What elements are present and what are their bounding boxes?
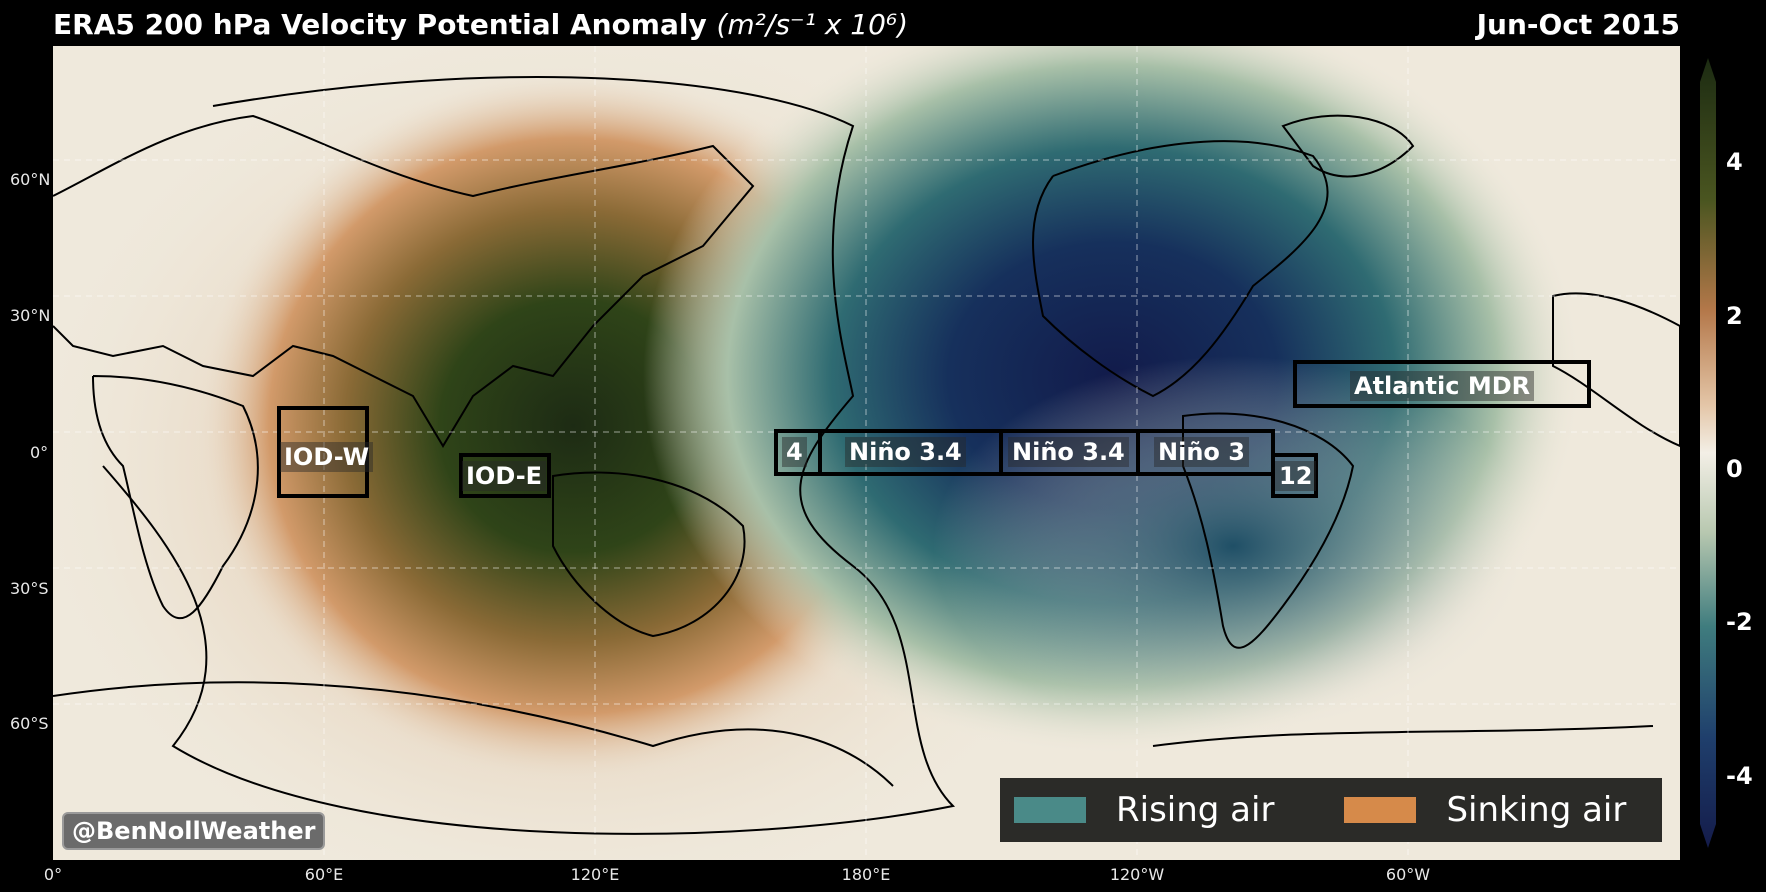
rising-air-swatch [1014, 797, 1086, 823]
graticule [53, 46, 1680, 860]
colorbar-tick-neg2: -2 [1726, 608, 1753, 636]
coastlines [53, 76, 1680, 835]
lat-label-0: 0° [30, 443, 49, 462]
colorbar-tick-neg4: -4 [1726, 762, 1753, 790]
map-panel [53, 46, 1680, 860]
region-label-atlantic-mdr: Atlantic MDR [1350, 371, 1535, 401]
title-units: (m²/s⁻¹ x 10⁶) [716, 8, 909, 41]
sinking-air-swatch [1344, 797, 1417, 823]
region-label-nino-12: 12 [1275, 461, 1317, 491]
colorbar [1700, 58, 1716, 848]
colorbar-tick-4: 4 [1726, 148, 1743, 176]
rising-air-label: Rising air [1116, 790, 1275, 830]
lat-label-60s: 60°S [10, 714, 49, 733]
lon-label-60e: 60°E [304, 865, 344, 884]
region-label-nino-3: Niño 3 [1154, 437, 1249, 467]
region-box-atlantic-mdr [1293, 360, 1591, 408]
lon-label-120w: 120°W [1109, 865, 1165, 884]
region-box-iod-e [459, 453, 551, 498]
region-box-nino-12 [1271, 453, 1318, 498]
region-label-nino-4: 4 [782, 437, 807, 467]
anomaly-field [53, 46, 1680, 860]
map-title: ERA5 200 hPa Velocity Potential Anomaly … [53, 8, 908, 41]
region-box-nino-3 [1136, 429, 1275, 476]
lat-label-30s: 30°S [10, 579, 49, 598]
rising-south [933, 356, 1533, 736]
lon-label-0: 0° [43, 865, 63, 884]
title-text: ERA5 200 hPa Velocity Potential Anomaly [53, 8, 707, 41]
lon-label-180e: 180°E [841, 865, 891, 884]
colorbar-tick-0: 0 [1726, 455, 1743, 483]
colorbar-tick-2: 2 [1726, 302, 1743, 330]
credit-badge: @BenNollWeather [62, 812, 326, 850]
legend: Rising air Sinking air [1000, 778, 1662, 842]
region-box-iod-w [277, 406, 369, 498]
region-label-nino-34-east: Niño 3.4 [1008, 437, 1129, 467]
lat-label-60n: 60°N [10, 170, 51, 189]
lon-label-120e: 120°E [570, 865, 620, 884]
region-label-nino-34-west: Niño 3.4 [845, 437, 966, 467]
region-label-iod-e: IOD-E [462, 461, 547, 491]
lat-label-30n: 30°N [10, 306, 51, 325]
date-label: Jun-Oct 2015 [1476, 8, 1680, 41]
sinking-air-label: Sinking air [1446, 790, 1627, 830]
lon-label-60w: 60°W [1385, 865, 1431, 884]
region-label-iod-w: IOD-W [280, 442, 374, 472]
